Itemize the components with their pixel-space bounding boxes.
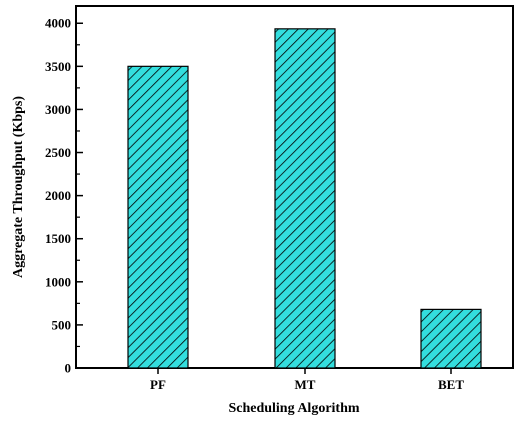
y-tick-label: 500 [52, 317, 72, 332]
x-axis-title: Scheduling Algorithm [228, 401, 359, 416]
y-axis: 0 500 1000 1500 2000 2500 3000 3500 4000 [45, 16, 83, 376]
bar-mt [274, 28, 336, 369]
x-tick-label: BET [438, 377, 464, 392]
y-tick-label: 2000 [45, 188, 71, 203]
y-tick-label: 3500 [45, 59, 71, 74]
y-tick-label: 1000 [45, 274, 71, 289]
y-tick-label: 1500 [45, 231, 71, 246]
y-tick-label: 2500 [45, 145, 71, 160]
bar-bet [420, 308, 482, 369]
x-tick-label: PF [150, 377, 166, 392]
bars [127, 28, 482, 369]
bar-pf [127, 65, 189, 369]
y-tick-label: 0 [65, 361, 72, 376]
x-tick-label: MT [295, 377, 316, 392]
y-tick-label: 4000 [45, 16, 71, 31]
y-axis-title: Aggregate Throughput (Kbps) [11, 96, 26, 278]
y-tick-label: 3000 [45, 102, 71, 117]
x-axis: PF MT BET [150, 368, 464, 392]
